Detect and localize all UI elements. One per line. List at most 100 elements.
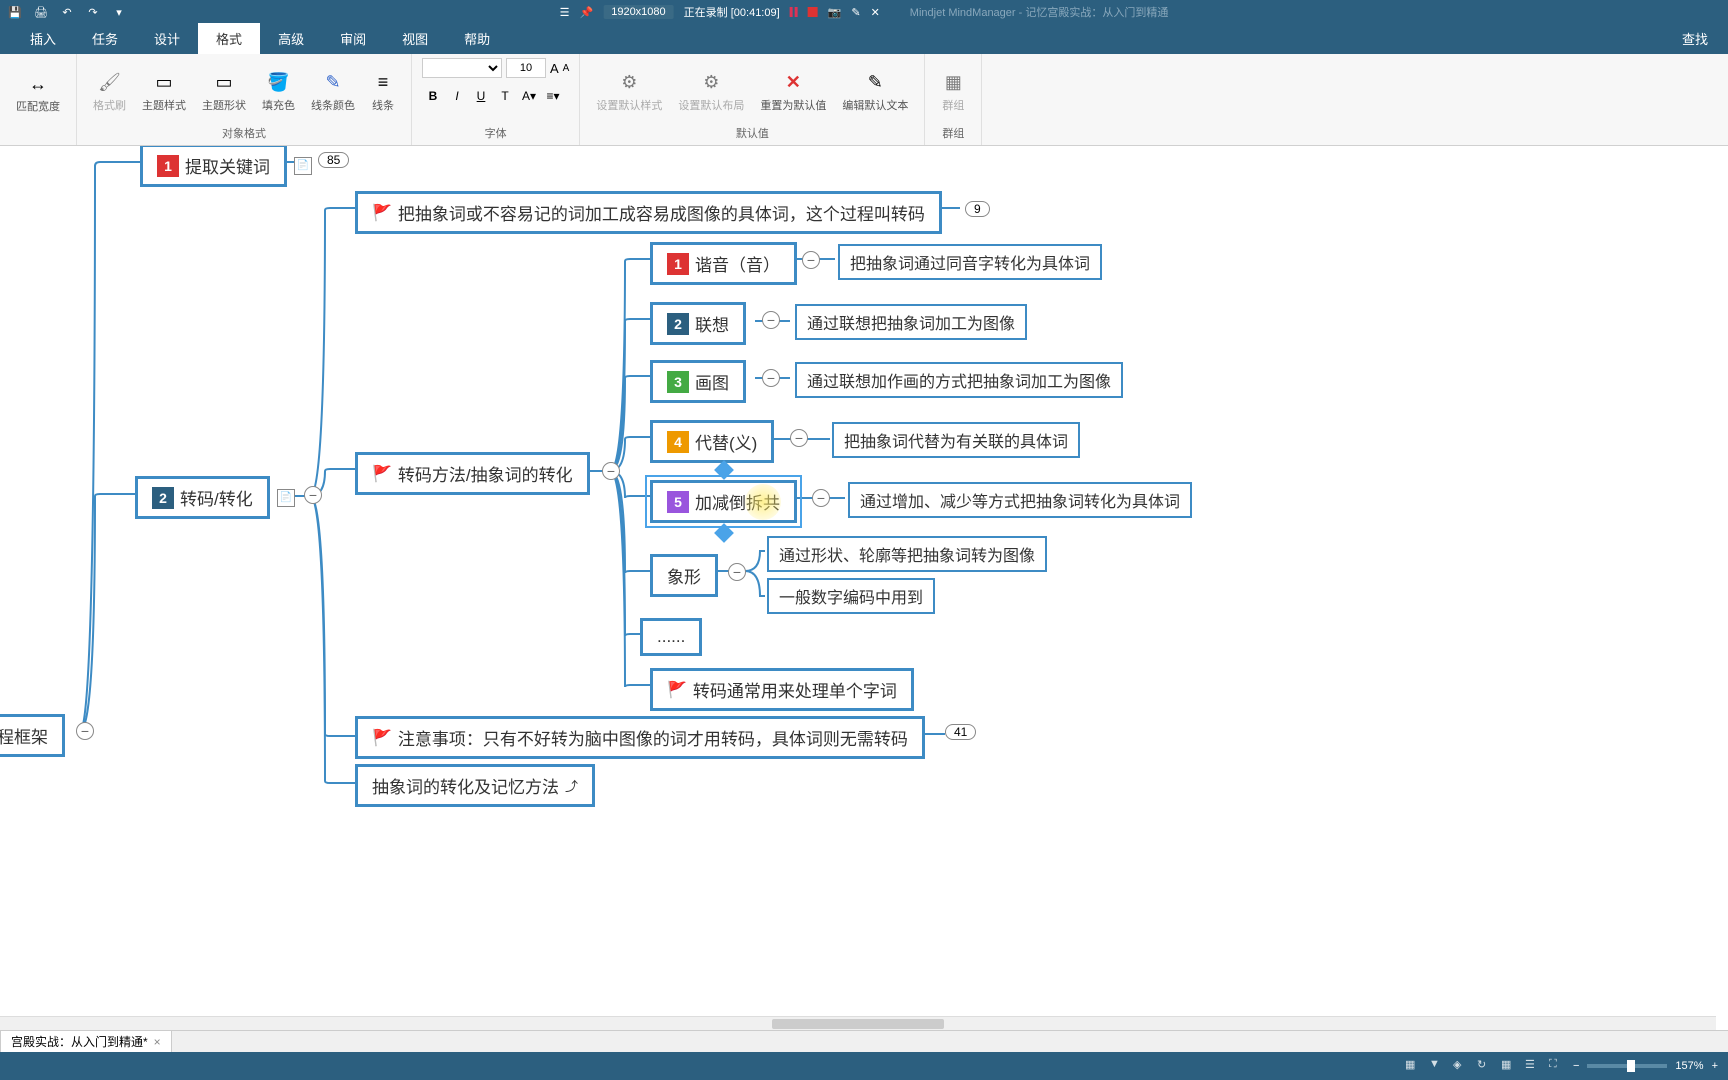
shrink-font-icon[interactable]: A — [563, 63, 570, 74]
find-button[interactable]: 查找 — [1682, 29, 1728, 54]
node-pictograph-desc1[interactable]: 通过形状、轮廓等把抽象词转为图像 — [767, 536, 1047, 572]
topic-style-button[interactable]: ▭主题样式 — [136, 69, 192, 115]
tab-task[interactable]: 任务 — [74, 23, 136, 54]
camera-icon[interactable]: 📷 — [828, 6, 842, 19]
node-root[interactable]: 程框架 — [0, 714, 65, 757]
collapse-homophone[interactable]: − — [802, 251, 820, 269]
node-homophone-desc[interactable]: 把抽象词通过同音字转化为具体词 — [838, 244, 1102, 280]
node-caution[interactable]: 🚩 注意事项：只有不好转为脑中图像的词才用转码，具体词则无需转码 — [355, 716, 925, 759]
node-pictograph[interactable]: 象形 — [650, 554, 718, 597]
node-substitute[interactable]: 4 代替(义) — [650, 420, 774, 463]
undo-icon[interactable]: ↶ — [60, 5, 74, 19]
ribbon-tabs: 插入 任务 设计 格式 高级 审阅 视图 帮助 查找 — [0, 24, 1728, 54]
reset-default-button[interactable]: ✕重置为默认值 — [754, 69, 832, 115]
count-extract: 85 — [318, 152, 349, 168]
node-method[interactable]: 🚩 转码方法/抽象词的转化 — [355, 452, 590, 495]
collapse-addsub[interactable]: − — [812, 489, 830, 507]
recording-status: 正在录制 [00:41:09] — [684, 4, 780, 20]
document-tab[interactable]: 宫殿实战：从入门到精通* × — [0, 1030, 172, 1053]
underline-button[interactable]: U — [470, 86, 492, 106]
fill-color-button[interactable]: 🪣填充色 — [256, 69, 301, 115]
node-transcode[interactable]: 2 转码/转化 📄 — [135, 476, 270, 519]
node-substitute-desc[interactable]: 把抽象词代替为有关联的具体词 — [832, 422, 1080, 458]
edit-default-text-button[interactable]: ✎编辑默认文本 — [836, 69, 914, 115]
badge-5-icon: 5 — [667, 491, 689, 513]
node-draw-desc[interactable]: 通过联想加作画的方式把抽象词加工为图像 — [795, 362, 1123, 398]
set-default-style-button[interactable]: ⚙设置默认样式 — [590, 69, 668, 115]
menu-icon[interactable]: ☰ — [560, 6, 570, 19]
collapse-substitute[interactable]: − — [790, 429, 808, 447]
collapse-root[interactable]: − — [76, 722, 94, 740]
align-button[interactable]: ≡▾ — [542, 86, 564, 106]
scrollbar-thumb[interactable] — [772, 1019, 944, 1029]
topic-shape-button[interactable]: ▭主题形状 — [196, 69, 252, 115]
view-icon[interactable]: ▦ — [1405, 1058, 1421, 1074]
group-button[interactable]: ▦群组 — [935, 69, 971, 115]
print-icon[interactable]: 🖨 — [34, 5, 48, 19]
close-tab-icon[interactable]: × — [154, 1035, 161, 1049]
link-icon[interactable]: ⤴ — [565, 776, 578, 795]
font-color-button[interactable]: A▾ — [518, 86, 540, 106]
node-draw[interactable]: 3 画图 — [650, 360, 746, 403]
note-icon[interactable]: 📄 — [277, 489, 295, 507]
format-painter-button[interactable]: 🖌格式刷 — [87, 69, 132, 115]
save-icon[interactable]: 💾 — [8, 5, 22, 19]
horizontal-scrollbar[interactable] — [0, 1016, 1716, 1030]
pause-button[interactable] — [790, 7, 798, 17]
tab-view[interactable]: 视图 — [384, 23, 446, 54]
tab-review[interactable]: 审阅 — [322, 23, 384, 54]
tab-advanced[interactable]: 高级 — [260, 23, 322, 54]
resolution-badge: 1920x1080 — [603, 5, 673, 19]
font-size-input[interactable] — [506, 58, 546, 78]
refresh-icon[interactable]: ↻ — [1477, 1058, 1493, 1074]
document-tabs: 宫殿实战：从入门到精通* × — [0, 1030, 1728, 1052]
line-color-button[interactable]: ✎线条颜色 — [305, 69, 361, 115]
node-extract[interactable]: 1 提取关键词 📄 — [140, 146, 287, 187]
edit-icon[interactable]: ✎ — [851, 6, 860, 19]
strike-button[interactable]: T — [494, 86, 516, 106]
redo-icon[interactable]: ↷ — [86, 5, 100, 19]
brush-icon: 🖌 — [98, 71, 122, 95]
close-icon[interactable]: ✕ — [871, 6, 880, 19]
list-icon[interactable]: ☰ — [1525, 1058, 1541, 1074]
count-abstract: 9 — [965, 201, 990, 217]
tab-insert[interactable]: 插入 — [12, 23, 74, 54]
note-icon[interactable]: 📄 — [294, 157, 312, 175]
zoom-in-button[interactable]: + — [1712, 1060, 1718, 1072]
zoom-slider[interactable] — [1587, 1064, 1667, 1068]
collapse-transcode[interactable]: − — [304, 486, 322, 504]
node-addsub-desc[interactable]: 通过增加、减少等方式把抽象词转化为具体词 — [848, 482, 1192, 518]
pin-icon[interactable]: 📌 — [580, 6, 594, 19]
node-associate[interactable]: 2 联想 — [650, 302, 746, 345]
node-addsub[interactable]: 5 加减倒拆共 — [650, 480, 797, 523]
canvas[interactable]: 程框架 − 1 提取关键词 📄 85 2 转码/转化 📄 − 🚩 把抽象词或不容… — [0, 146, 1728, 1030]
stop-button[interactable] — [808, 7, 818, 17]
collapse-draw[interactable]: − — [762, 369, 780, 387]
node-homophone[interactable]: 1 谐音（音） — [650, 242, 797, 285]
node-ellipsis[interactable]: ...... — [640, 618, 702, 656]
filter-icon[interactable]: ▼ — [1429, 1058, 1445, 1074]
dropdown-icon[interactable]: ▾ — [112, 5, 126, 19]
grow-font-icon[interactable]: A — [550, 61, 559, 76]
bold-button[interactable]: B — [422, 86, 444, 106]
node-associate-desc[interactable]: 通过联想把抽象词加工为图像 — [795, 304, 1027, 340]
grid-icon[interactable]: ▦ — [1501, 1058, 1517, 1074]
tab-format[interactable]: 格式 — [198, 23, 260, 54]
zoom-out-button[interactable]: − — [1573, 1060, 1579, 1072]
collapse-associate[interactable]: − — [762, 311, 780, 329]
expand-icon[interactable]: ⛶ — [1549, 1058, 1565, 1074]
set-default-layout-button[interactable]: ⚙设置默认布局 — [672, 69, 750, 115]
node-usage[interactable]: 🚩 转码通常用来处理单个字词 — [650, 668, 914, 711]
fit-width-button[interactable]: ↔ 匹配宽度 — [10, 70, 66, 116]
tab-design[interactable]: 设计 — [136, 23, 198, 54]
nav-icon[interactable]: ◈ — [1453, 1058, 1469, 1074]
font-family-select[interactable] — [422, 58, 502, 78]
node-memory[interactable]: 抽象词的转化及记忆方法 ⤴ — [355, 764, 595, 807]
lines-button[interactable]: ≡线条 — [365, 69, 401, 115]
collapse-pictograph[interactable]: − — [728, 563, 746, 581]
tab-help[interactable]: 帮助 — [446, 23, 508, 54]
italic-button[interactable]: I — [446, 86, 468, 106]
node-pictograph-desc2[interactable]: 一般数字编码中用到 — [767, 578, 935, 614]
node-abstract-desc[interactable]: 🚩 把抽象词或不容易记的词加工成容易成图像的具体词，这个过程叫转码 — [355, 191, 942, 234]
collapse-method[interactable]: − — [602, 462, 620, 480]
